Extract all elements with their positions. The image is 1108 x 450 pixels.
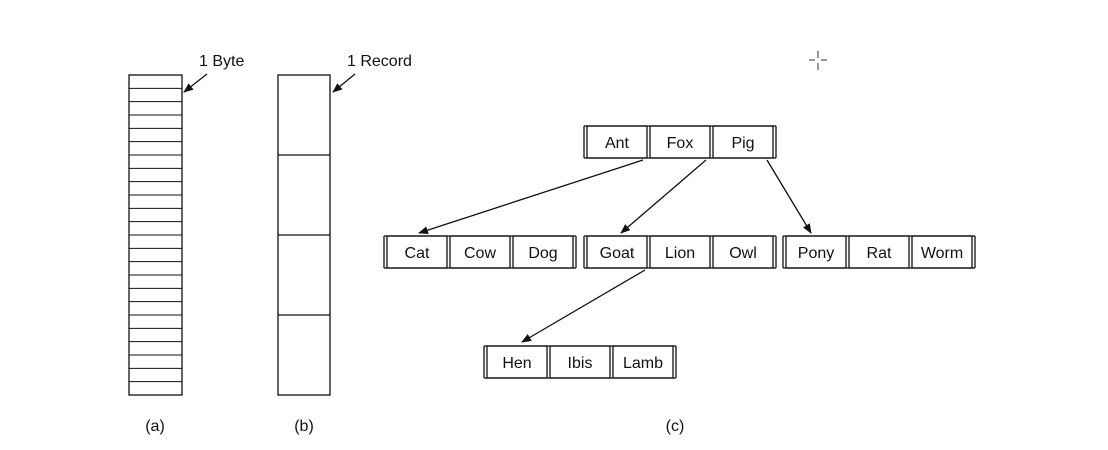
tree-key-cell — [486, 345, 548, 379]
tree-node-left: Cat Cow Dog — [383, 235, 577, 269]
panel-c-caption: (c) — [666, 418, 685, 435]
tree-key-label: Fox — [667, 135, 694, 152]
tree-key-label: Dog — [528, 245, 557, 262]
record-annotation-arrow — [332, 73, 356, 93]
panel-c-tree: Ant Fox Pig Cat Cow Dog Goat Lion Owl Pony Rat Worm… — [383, 125, 976, 435]
tree-edges — [418, 159, 812, 343]
tree-key-label: Rat — [867, 245, 892, 262]
tree-key-cell — [549, 345, 611, 379]
tree-key-label: Pig — [731, 135, 754, 152]
tree-key-label: Hen — [502, 355, 531, 372]
tree-key-cell — [386, 235, 448, 269]
tree-nodes: Ant Fox Pig Cat Cow Dog Goat Lion Owl Pony Rat Worm… — [383, 125, 976, 379]
tree-node-child: Hen Ibis Lamb — [483, 345, 677, 379]
tree-key-label: Worm — [921, 245, 963, 262]
edge-root-to-middle — [620, 159, 707, 234]
edge-root-to-left — [418, 159, 644, 235]
panel-a-caption: (a) — [145, 418, 165, 435]
crosshair-cursor-icon — [809, 51, 827, 70]
tree-key-label: Owl — [729, 245, 757, 262]
tree-key-cell — [649, 235, 711, 269]
edge-middle-to-child — [521, 269, 646, 343]
tree-key-label: Goat — [600, 245, 635, 262]
tree-key-cell — [586, 125, 648, 159]
edge-root-to-right — [766, 159, 812, 234]
byte-annotation-arrow — [183, 73, 208, 93]
tree-key-label: Ibis — [568, 355, 593, 372]
byte-cells — [128, 74, 183, 396]
tree-key-cell — [712, 235, 774, 269]
tree-key-cell — [512, 235, 574, 269]
tree-key-cell — [449, 235, 511, 269]
tree-node-root: Ant Fox Pig — [583, 125, 777, 159]
tree-key-cell — [911, 235, 973, 269]
tree-key-label: Ant — [605, 135, 630, 152]
tree-key-cell — [848, 235, 910, 269]
tree-key-label: Cat — [405, 245, 430, 262]
tree-key-cell — [586, 235, 648, 269]
panel-a-byte-sequence: 1 Byte (a) — [128, 53, 244, 435]
tree-node-right: Pony Rat Worm — [782, 235, 976, 269]
tree-key-label: Lion — [665, 245, 695, 262]
tree-node-middle: Goat Lion Owl — [583, 235, 777, 269]
tree-key-label: Lamb — [623, 355, 663, 372]
tree-key-cell — [612, 345, 674, 379]
panel-b-record-sequence: 1 Record (b) — [277, 53, 412, 435]
tree-key-label: Cow — [464, 245, 496, 262]
record-cells — [277, 74, 331, 396]
panel-b-caption: (b) — [294, 418, 314, 435]
tree-key-cell — [712, 125, 774, 159]
record-annotation-label: 1 Record — [347, 53, 412, 70]
tree-key-cell — [785, 235, 847, 269]
tree-key-cell — [649, 125, 711, 159]
byte-annotation-label: 1 Byte — [199, 53, 244, 70]
tree-key-label: Pony — [798, 245, 834, 262]
